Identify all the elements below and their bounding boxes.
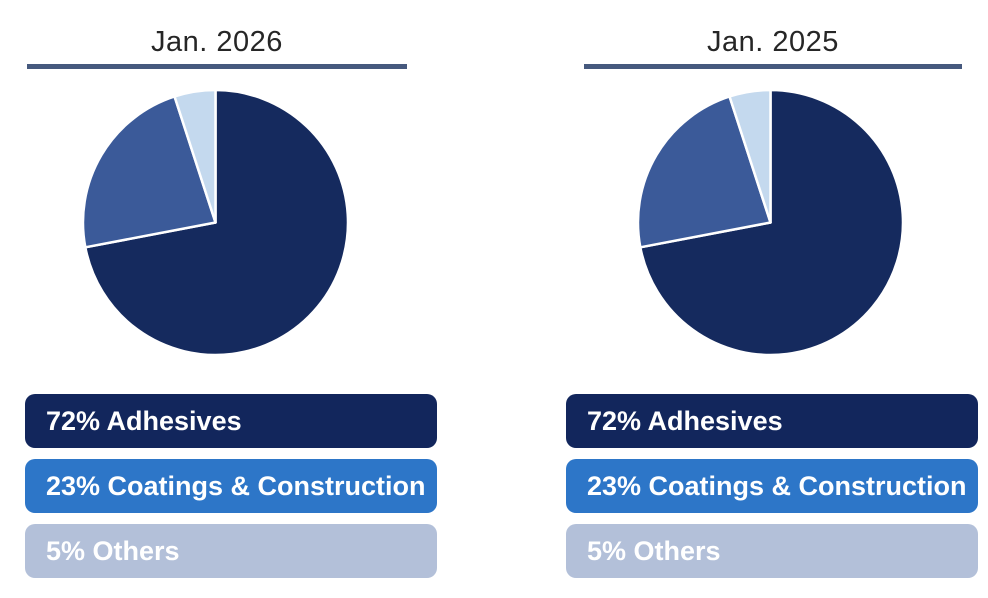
legend-item-coatings-construction: 23% Coatings & Construction xyxy=(566,459,978,513)
legend-item-others: 5% Others xyxy=(566,524,978,578)
legend-item-adhesives: 72% Adhesives xyxy=(25,394,437,448)
title-underline-2025 xyxy=(584,64,962,69)
legend-2026: 72% Adhesives 23% Coatings & Constructio… xyxy=(25,394,437,589)
pie-chart-2026 xyxy=(81,88,350,357)
pie-chart-2025 xyxy=(636,88,905,357)
pie-slice-coatings-construction xyxy=(636,95,772,249)
title-underline-2026 xyxy=(27,64,407,69)
legend-label-coatings-construction: 23% Coatings & Construction xyxy=(46,471,426,501)
legend-label-coatings-construction: 23% Coatings & Construction xyxy=(587,471,967,501)
legend-label-adhesives: 72% Adhesives xyxy=(587,406,783,436)
chart-title-2025: Jan. 2025 xyxy=(707,26,839,58)
legend-item-coatings-construction: 23% Coatings & Construction xyxy=(25,459,437,513)
legend-label-adhesives: 72% Adhesives xyxy=(46,406,242,436)
legend-2025: 72% Adhesives 23% Coatings & Constructio… xyxy=(566,394,978,589)
pie-slice-others xyxy=(173,88,217,224)
legend-label-others: 5% Others xyxy=(587,536,721,566)
legend-item-others: 5% Others xyxy=(25,524,437,578)
legend-label-others: 5% Others xyxy=(46,536,180,566)
pie-slice-others xyxy=(728,88,772,224)
chart-title-2026: Jan. 2026 xyxy=(151,26,283,58)
pie-slice-coatings-construction xyxy=(81,95,217,249)
legend-item-adhesives: 72% Adhesives xyxy=(566,394,978,448)
